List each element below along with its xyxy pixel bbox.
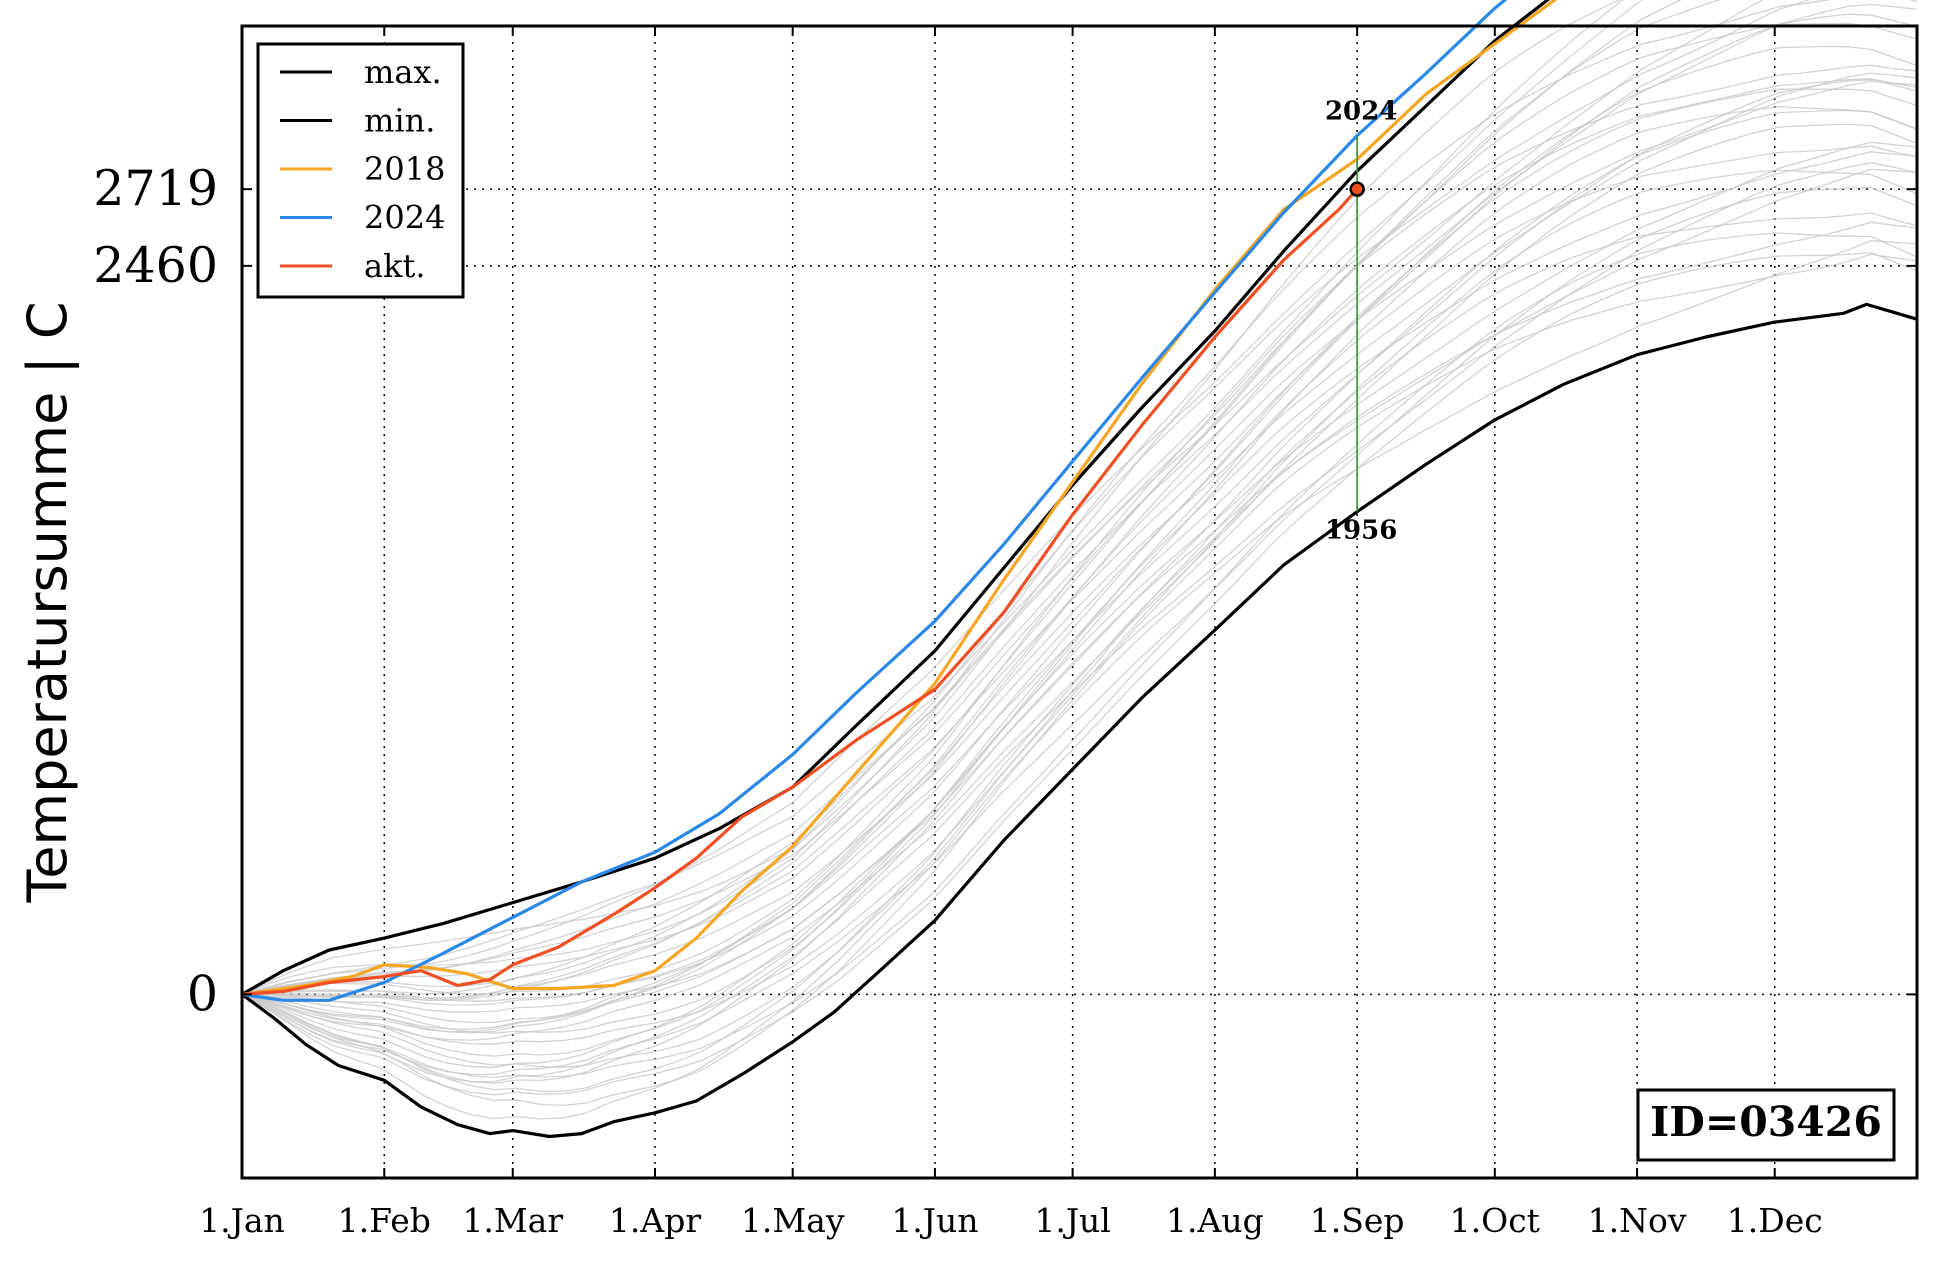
- grid-layer: [242, 26, 1917, 1178]
- x-tick-label: 1.Sep: [1310, 1201, 1405, 1240]
- historical-year-line: [241, 23, 1918, 996]
- historical-year-line: [241, 251, 1918, 1096]
- historical-year-line: [241, 0, 1764, 996]
- historical-year-line: [241, 0, 1624, 996]
- historical-years-layer: [241, 0, 1918, 1120]
- plot-frame: [240, 24, 1919, 1180]
- historical-year-line: [241, 0, 1682, 996]
- id-box: [1636, 1088, 1896, 1162]
- x-tick-label: 1.Jan: [199, 1201, 285, 1240]
- historical-year-line: [241, 123, 1918, 1041]
- x-tick-label: 1.Mar: [462, 1201, 563, 1240]
- series-line-2024: [241, 0, 1508, 1002]
- historical-year-line: [241, 212, 1918, 1068]
- current-point-marker: [1349, 181, 1365, 197]
- historical-year-line: [241, 64, 1918, 996]
- historical-year-line: [241, 232, 1918, 1079]
- x-tick-label: 1.Aug: [1166, 1201, 1264, 1240]
- historical-year-line: [241, 253, 1918, 1107]
- historical-year-line: [241, 0, 1621, 995]
- legend-label: min.: [364, 102, 435, 140]
- historical-year-line: [241, 106, 1918, 1013]
- historical-year-line: [241, 72, 1918, 1034]
- series-line-max: [241, 0, 1551, 996]
- current-marker-layer: 2024 1956: [1325, 97, 1397, 546]
- y-tick-label: 2460: [93, 237, 218, 294]
- id-text: ID=03426: [1650, 1098, 1882, 1146]
- historical-year-line: [242, 80, 1918, 1024]
- legend-label: akt.: [364, 247, 426, 285]
- historical-year-line: [241, 45, 1918, 999]
- series-line-2018: [241, 0, 1558, 996]
- historical-year-line: [241, 3, 1918, 1002]
- legend-label: max.: [364, 53, 442, 91]
- x-tick-label: 1.Apr: [609, 1201, 701, 1240]
- x-tick-label: 1.May: [741, 1201, 845, 1240]
- historical-year-line: [241, 186, 1918, 1076]
- range-bottom-label: 1956: [1325, 516, 1397, 546]
- series-line-min: [241, 302, 1918, 1139]
- historical-year-line: [241, 168, 1918, 1084]
- historical-year-line: [241, 240, 1918, 1120]
- ticks-layer: 1.Jan 1.Feb 1.Mar 1.Apr 1.May 1.Jun 1.Jul 1.Aug…: [93, 26, 1917, 1240]
- y-axis-label: Temperatursumme | C: [16, 301, 79, 903]
- historical-year-line: [242, 13, 1918, 1001]
- historical-year-line: [241, 109, 1918, 1030]
- y-tick-label: 0: [187, 965, 218, 1022]
- historical-year-line: [241, 0, 1643, 996]
- y-tick-label: 2719: [93, 160, 218, 217]
- historical-year-line: [241, 221, 1918, 1092]
- legend-label: 2018: [364, 150, 445, 188]
- range-top-label: 2024: [1325, 97, 1397, 127]
- historical-year-line: [241, 145, 1918, 1034]
- x-tick-label: 1.Jul: [1034, 1201, 1111, 1240]
- historical-year-line: [241, 162, 1918, 1083]
- legend-entries: max. min. 2018 2024 akt.: [280, 53, 445, 285]
- series-line-akt: [241, 188, 1359, 996]
- x-tick-label: 1.Jun: [891, 1201, 978, 1240]
- legend-label: 2024: [364, 199, 445, 237]
- historical-year-line: [241, 0, 1917, 996]
- historical-year-line: [241, 141, 1918, 1068]
- legend: max. min. 2018 2024 akt.: [256, 42, 465, 299]
- historical-year-line: [241, 79, 1918, 1033]
- id-annotation: ID=03426: [1636, 1088, 1896, 1162]
- x-tick-label: 1.Oct: [1450, 1201, 1540, 1240]
- series-layer: [241, 0, 1918, 1139]
- historical-year-line: [241, 151, 1918, 1057]
- historical-year-line: [241, 169, 1918, 1045]
- historical-year-line: [241, 88, 1918, 1006]
- x-tick-label: 1.Nov: [1588, 1201, 1687, 1240]
- x-tick-label: 1.Feb: [338, 1201, 431, 1240]
- x-tick-label: 1.Dec: [1727, 1201, 1823, 1240]
